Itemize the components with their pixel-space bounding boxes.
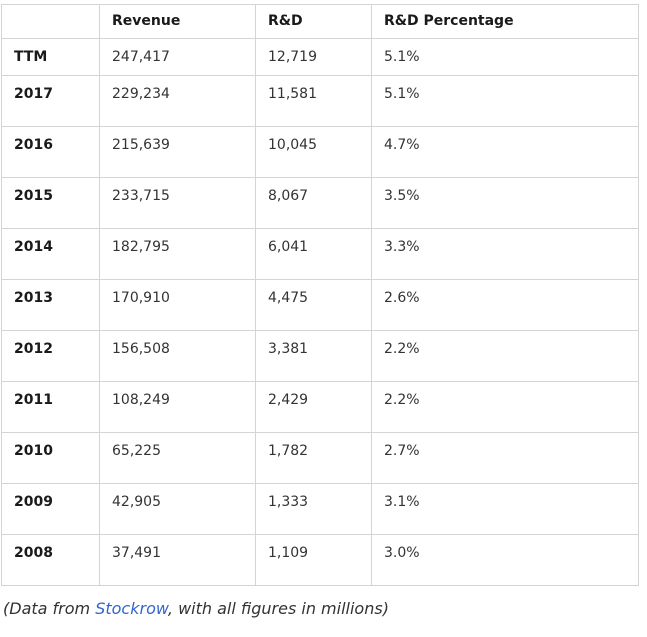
cell-rd-percentage: 2.2% bbox=[371, 381, 639, 433]
cell-revenue: 215,639 bbox=[99, 126, 256, 178]
caption-suffix: , with all figures in millions) bbox=[167, 599, 389, 618]
cell-rd: 3,381 bbox=[255, 330, 372, 382]
row-label: 2014 bbox=[1, 228, 100, 280]
page: Revenue R&D R&D Percentage TTM 247,417 1… bbox=[1, 4, 647, 618]
cell-rd: 8,067 bbox=[255, 177, 372, 229]
cell-rd: 10,045 bbox=[255, 126, 372, 178]
cell-rd: 2,429 bbox=[255, 381, 372, 433]
cell-rd-percentage: 4.7% bbox=[371, 126, 639, 178]
cell-rd: 6,041 bbox=[255, 228, 372, 280]
cell-revenue: 229,234 bbox=[99, 75, 256, 127]
table-row-2017: 2017 229,234 11,581 5.1% bbox=[1, 75, 639, 127]
cell-revenue: 182,795 bbox=[99, 228, 256, 280]
cell-rd-percentage: 2.6% bbox=[371, 279, 639, 331]
header-blank bbox=[1, 4, 100, 39]
data-source-caption: (Data from Stockrow, with all figures in… bbox=[3, 599, 647, 618]
cell-revenue: 170,910 bbox=[99, 279, 256, 331]
table-row-2013: 2013 170,910 4,475 2.6% bbox=[1, 279, 639, 331]
table-row-2015: 2015 233,715 8,067 3.5% bbox=[1, 177, 639, 229]
cell-rd: 1,782 bbox=[255, 432, 372, 484]
cell-rd-percentage: 2.2% bbox=[371, 330, 639, 382]
table-row-2010: 2010 65,225 1,782 2.7% bbox=[1, 432, 639, 484]
row-label: TTM bbox=[1, 38, 100, 76]
table-row-2016: 2016 215,639 10,045 4.7% bbox=[1, 126, 639, 178]
header-rd: R&D bbox=[255, 4, 372, 39]
cell-rd-percentage: 3.5% bbox=[371, 177, 639, 229]
cell-revenue: 233,715 bbox=[99, 177, 256, 229]
rd-spend-table: Revenue R&D R&D Percentage TTM 247,417 1… bbox=[1, 4, 639, 586]
cell-rd: 1,333 bbox=[255, 483, 372, 535]
table-row-ttm: TTM 247,417 12,719 5.1% bbox=[1, 38, 639, 76]
table-row-2008: 2008 37,491 1,109 3.0% bbox=[1, 534, 639, 586]
row-label: 2017 bbox=[1, 75, 100, 127]
row-label: 2013 bbox=[1, 279, 100, 331]
row-label: 2010 bbox=[1, 432, 100, 484]
row-label: 2016 bbox=[1, 126, 100, 178]
table-row-2011: 2011 108,249 2,429 2.2% bbox=[1, 381, 639, 433]
header-rd-percentage: R&D Percentage bbox=[371, 4, 639, 39]
row-label: 2008 bbox=[1, 534, 100, 586]
row-label: 2015 bbox=[1, 177, 100, 229]
header-revenue: Revenue bbox=[99, 4, 256, 39]
cell-revenue: 247,417 bbox=[99, 38, 256, 76]
cell-revenue: 42,905 bbox=[99, 483, 256, 535]
cell-revenue: 37,491 bbox=[99, 534, 256, 586]
stockrow-link[interactable]: Stockrow bbox=[95, 599, 168, 618]
row-label: 2012 bbox=[1, 330, 100, 382]
cell-revenue: 65,225 bbox=[99, 432, 256, 484]
cell-rd: 1,109 bbox=[255, 534, 372, 586]
cell-rd-percentage: 3.0% bbox=[371, 534, 639, 586]
cell-rd-percentage: 5.1% bbox=[371, 38, 639, 76]
header-row: Revenue R&D R&D Percentage bbox=[1, 4, 639, 39]
table-row-2012: 2012 156,508 3,381 2.2% bbox=[1, 330, 639, 382]
caption-prefix: (Data from bbox=[3, 599, 96, 618]
table-body: TTM 247,417 12,719 5.1% 2017 229,234 11,… bbox=[1, 38, 639, 586]
table-row-2009: 2009 42,905 1,333 3.1% bbox=[1, 483, 639, 535]
cell-revenue: 108,249 bbox=[99, 381, 256, 433]
cell-rd: 12,719 bbox=[255, 38, 372, 76]
cell-revenue: 156,508 bbox=[99, 330, 256, 382]
row-label: 2009 bbox=[1, 483, 100, 535]
cell-rd: 11,581 bbox=[255, 75, 372, 127]
cell-rd-percentage: 3.3% bbox=[371, 228, 639, 280]
row-label: 2011 bbox=[1, 381, 100, 433]
cell-rd-percentage: 2.7% bbox=[371, 432, 639, 484]
table-header: Revenue R&D R&D Percentage bbox=[1, 4, 639, 39]
table-row-2014: 2014 182,795 6,041 3.3% bbox=[1, 228, 639, 280]
cell-rd-percentage: 3.1% bbox=[371, 483, 639, 535]
cell-rd-percentage: 5.1% bbox=[371, 75, 639, 127]
cell-rd: 4,475 bbox=[255, 279, 372, 331]
